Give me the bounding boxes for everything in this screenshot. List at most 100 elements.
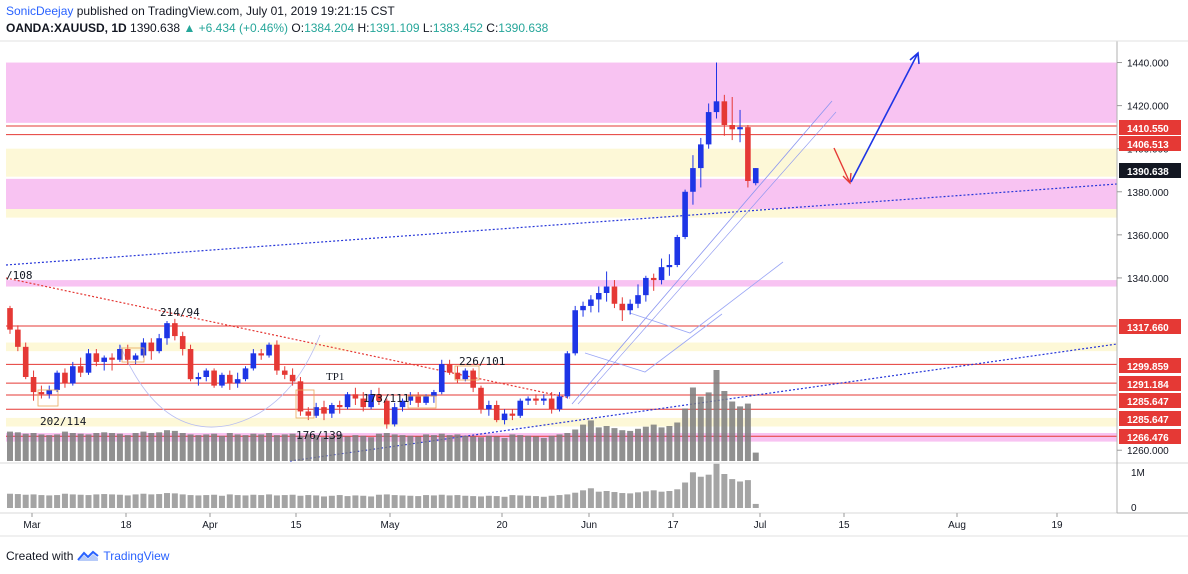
candle-body xyxy=(501,413,508,421)
volume-pane-bar xyxy=(737,481,744,508)
price-label-box xyxy=(1119,319,1181,334)
volume-pane-bar xyxy=(46,495,53,508)
volume-bar xyxy=(305,434,312,461)
annotation-label: 173/111 xyxy=(363,392,409,405)
time-tick-label: Mar xyxy=(23,520,41,531)
candle-body xyxy=(211,370,217,386)
volume-pane-bar xyxy=(603,491,610,508)
volume-pane-bar xyxy=(266,494,273,508)
time-tick-label: Aug xyxy=(948,520,966,531)
zone-band xyxy=(6,342,1117,352)
price-label-text: 1390.638 xyxy=(1127,167,1169,178)
volume-pane-bar xyxy=(642,491,649,508)
price-label-box xyxy=(1119,136,1181,151)
volume-pane-bar xyxy=(109,494,116,508)
volume-pane-bar xyxy=(635,492,641,508)
candle-body xyxy=(15,329,21,347)
volume-pane-bar xyxy=(250,494,257,508)
volume-pane-bar xyxy=(595,491,602,508)
volume-pane-bar xyxy=(297,495,304,508)
volume-pane-bar xyxy=(666,491,673,508)
candle-body xyxy=(329,405,335,414)
publish-text: published on TradingView.com, July 01, 2… xyxy=(76,4,395,18)
volume-bar xyxy=(391,434,398,461)
time-tick-label: 19 xyxy=(1051,520,1063,531)
volume-pane-bar xyxy=(85,495,92,508)
zone-band xyxy=(6,148,1117,177)
annotation-label: 214/94 xyxy=(160,306,200,319)
volume-bar xyxy=(109,433,116,461)
candle-body xyxy=(164,323,170,339)
price-tick-label: 1360.000 xyxy=(1127,231,1169,242)
volume-pane-bar xyxy=(391,495,398,508)
volume-bar xyxy=(38,434,45,461)
volume-pane-bar xyxy=(54,495,61,508)
volume-pane-bar xyxy=(61,493,68,508)
candle-body xyxy=(156,338,162,352)
volume-pane-bar xyxy=(682,482,689,508)
candle-body xyxy=(705,112,712,145)
volume-pane-bar xyxy=(611,492,618,508)
annotation-label: /108 xyxy=(6,269,33,282)
volume-pane-bar xyxy=(407,495,414,508)
volume-overlay xyxy=(7,370,759,461)
volume-bar xyxy=(250,433,257,461)
annotation-label: 176/139 xyxy=(296,429,342,442)
symbol-label: OANDA:XAUUSD, 1D xyxy=(6,21,127,35)
volume-pane-bar xyxy=(729,479,736,508)
volume-pane-bar xyxy=(540,496,547,508)
volume-pane-bar xyxy=(156,494,163,508)
volume-bar xyxy=(580,424,587,461)
volume-bar xyxy=(462,435,469,461)
candle-body xyxy=(258,353,264,356)
volume-bar xyxy=(30,433,37,461)
candle-body xyxy=(643,277,649,296)
candle-body xyxy=(415,396,421,403)
volume-pane-bar xyxy=(305,495,312,508)
volume-bar xyxy=(721,391,728,461)
open-value: 1384.204 xyxy=(304,21,355,35)
volume-pane-bar xyxy=(658,491,665,508)
price-label-box xyxy=(1119,411,1181,426)
candle-body xyxy=(101,357,107,362)
volume-bar xyxy=(572,429,579,461)
projection-arrows xyxy=(833,51,920,185)
volume-pane-bar xyxy=(38,495,45,508)
tradingview-link[interactable]: TradingView xyxy=(103,549,170,563)
volume-bar xyxy=(140,431,147,461)
volume-pane-bar xyxy=(564,494,571,508)
volume-bar xyxy=(642,426,649,461)
candle-body xyxy=(470,370,476,388)
volume-bar xyxy=(7,431,13,461)
price-label-text: 1285.647 xyxy=(1127,415,1169,426)
volume-bar xyxy=(242,435,249,461)
upper-trendline xyxy=(5,183,1118,266)
volume-bar xyxy=(234,434,241,461)
volume-bar xyxy=(289,433,296,461)
candle-body xyxy=(548,398,555,410)
price-label-text: 1299.859 xyxy=(1127,362,1169,373)
candle-body xyxy=(509,413,516,416)
candle-body xyxy=(172,323,178,337)
candle-body xyxy=(619,303,626,311)
volume-bar xyxy=(611,428,618,461)
candle-body xyxy=(132,355,139,360)
author-name[interactable]: SonicDeejay xyxy=(6,4,74,18)
volume-pane-bar xyxy=(415,496,422,508)
volume-bar xyxy=(635,428,641,461)
axes: 1440.0001420.0001400.0001380.0001360.000… xyxy=(0,40,1188,537)
volume-bar xyxy=(587,420,594,461)
volume-bar xyxy=(619,430,626,461)
volume-pane-bar xyxy=(101,494,108,508)
down-arrow xyxy=(833,147,851,184)
candle-body xyxy=(77,366,84,373)
projection-path xyxy=(629,261,784,334)
price-label-box xyxy=(1119,376,1181,391)
volume-pane-bar xyxy=(399,495,406,508)
volume-bar xyxy=(383,433,390,461)
volume-tick-0: 0 xyxy=(1131,503,1137,514)
candle-body xyxy=(752,168,759,184)
publish-info: SonicDeejay published on TradingView.com… xyxy=(6,4,395,18)
volume-bar xyxy=(313,435,320,461)
